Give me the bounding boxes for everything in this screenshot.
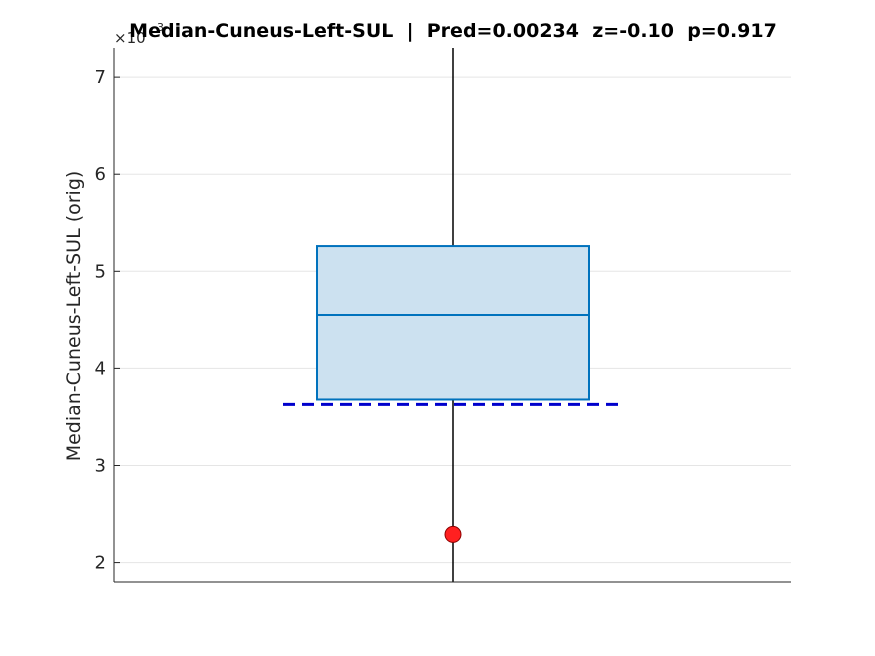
y-tick-label-5: 5 — [95, 261, 106, 282]
axes: 2 3 4 5 6 7 — [95, 48, 791, 583]
y-tick-label-2: 2 — [95, 553, 106, 574]
y-axis-exponent-power: -3 — [153, 21, 164, 34]
y-axis-label: Median-Cuneus-Left-SUL (orig) — [63, 171, 85, 462]
y-tick-label-7: 7 — [95, 67, 106, 88]
prediction-point — [444, 525, 462, 543]
chart-title: Median-Cuneus-Left-SUL | Pred=0.00234 z=… — [129, 20, 777, 42]
y-tick-label-3: 3 — [95, 455, 106, 476]
y-tick-label-6: 6 — [95, 164, 106, 185]
box-group — [283, 48, 623, 582]
y-axis-exponent-base: ×10 — [114, 29, 146, 47]
y-tick-label-4: 4 — [95, 358, 106, 379]
interquartile-box — [316, 245, 590, 401]
